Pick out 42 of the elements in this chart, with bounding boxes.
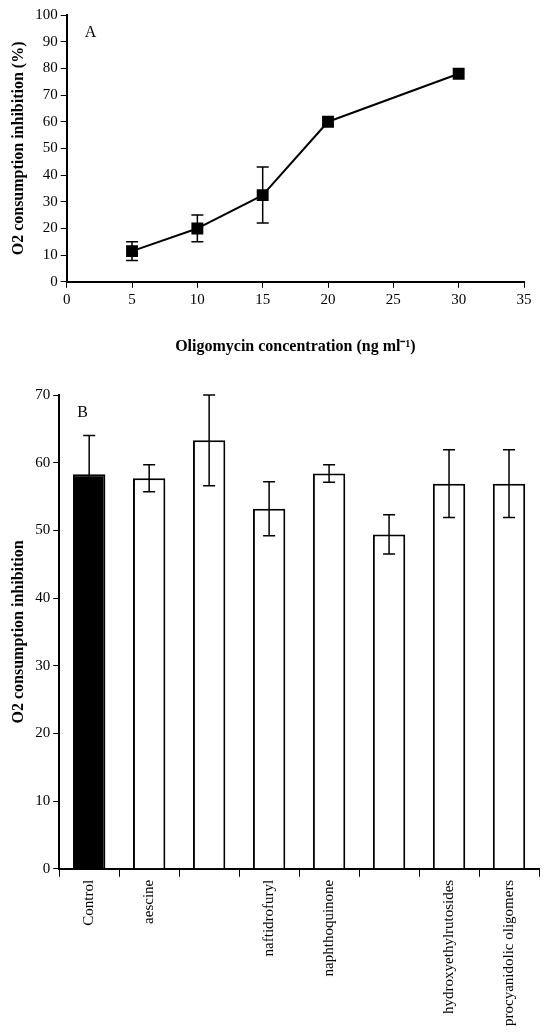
y-tick-label: 50 bbox=[35, 521, 51, 538]
y-tick-label: 30 bbox=[42, 192, 58, 209]
point bbox=[256, 189, 269, 202]
y-tick-label: 10 bbox=[42, 246, 58, 263]
y-tick-label: 0 bbox=[50, 272, 58, 289]
y-tick-label: 60 bbox=[42, 112, 58, 129]
x-tick-label: procyanidolic oligomers bbox=[499, 879, 516, 1027]
x-tick-label: 30 bbox=[451, 290, 467, 307]
x-tick-label: Control bbox=[80, 879, 97, 926]
x-tick-label: aescine bbox=[140, 879, 157, 924]
y-axis-title: O2 consumption inhibition bbox=[8, 540, 27, 724]
annotation: A bbox=[84, 23, 97, 41]
y-tick-label: 40 bbox=[42, 166, 58, 183]
x-tick-label: 0 bbox=[62, 290, 71, 307]
y-tick-label: 10 bbox=[35, 792, 51, 809]
x-tick-label: 10 bbox=[189, 290, 205, 307]
x-tick-label: 25 bbox=[385, 290, 401, 307]
point bbox=[191, 222, 204, 235]
x-tick-label: 15 bbox=[255, 290, 271, 307]
x-axis-title: Oligomycin concentration (ng ml⁻¹) bbox=[175, 336, 416, 355]
y-tick-label: 20 bbox=[35, 724, 51, 741]
y-tick-label: 0 bbox=[42, 859, 51, 876]
y-tick-label: 20 bbox=[42, 219, 58, 236]
x-tick-label: 35 bbox=[516, 290, 532, 307]
y-tick-label: 40 bbox=[35, 588, 51, 605]
x-tick-label: 5 bbox=[128, 290, 136, 307]
y-tick-label: 50 bbox=[42, 139, 58, 156]
y-tick-label: 30 bbox=[35, 656, 51, 673]
y-tick-label: 80 bbox=[42, 59, 58, 76]
annotation: B bbox=[77, 403, 88, 421]
y-tick-label: 90 bbox=[42, 32, 58, 49]
y-tick-label: 60 bbox=[35, 453, 51, 470]
point bbox=[322, 115, 334, 128]
x-tick-label: naftidrofuryl bbox=[260, 879, 277, 957]
x-tick-label: hydroxyethylrutosides bbox=[439, 879, 456, 1014]
y-tick-label: 70 bbox=[42, 85, 58, 102]
y-axis-title: O2 consumption inhibition (%) bbox=[8, 41, 27, 256]
x-tick-label: naphthoquinone bbox=[320, 879, 337, 977]
y-tick-label: 70 bbox=[35, 385, 51, 402]
x-tick-label: 20 bbox=[320, 290, 336, 307]
point bbox=[452, 67, 465, 80]
y-tick-label: 100 bbox=[35, 5, 58, 22]
